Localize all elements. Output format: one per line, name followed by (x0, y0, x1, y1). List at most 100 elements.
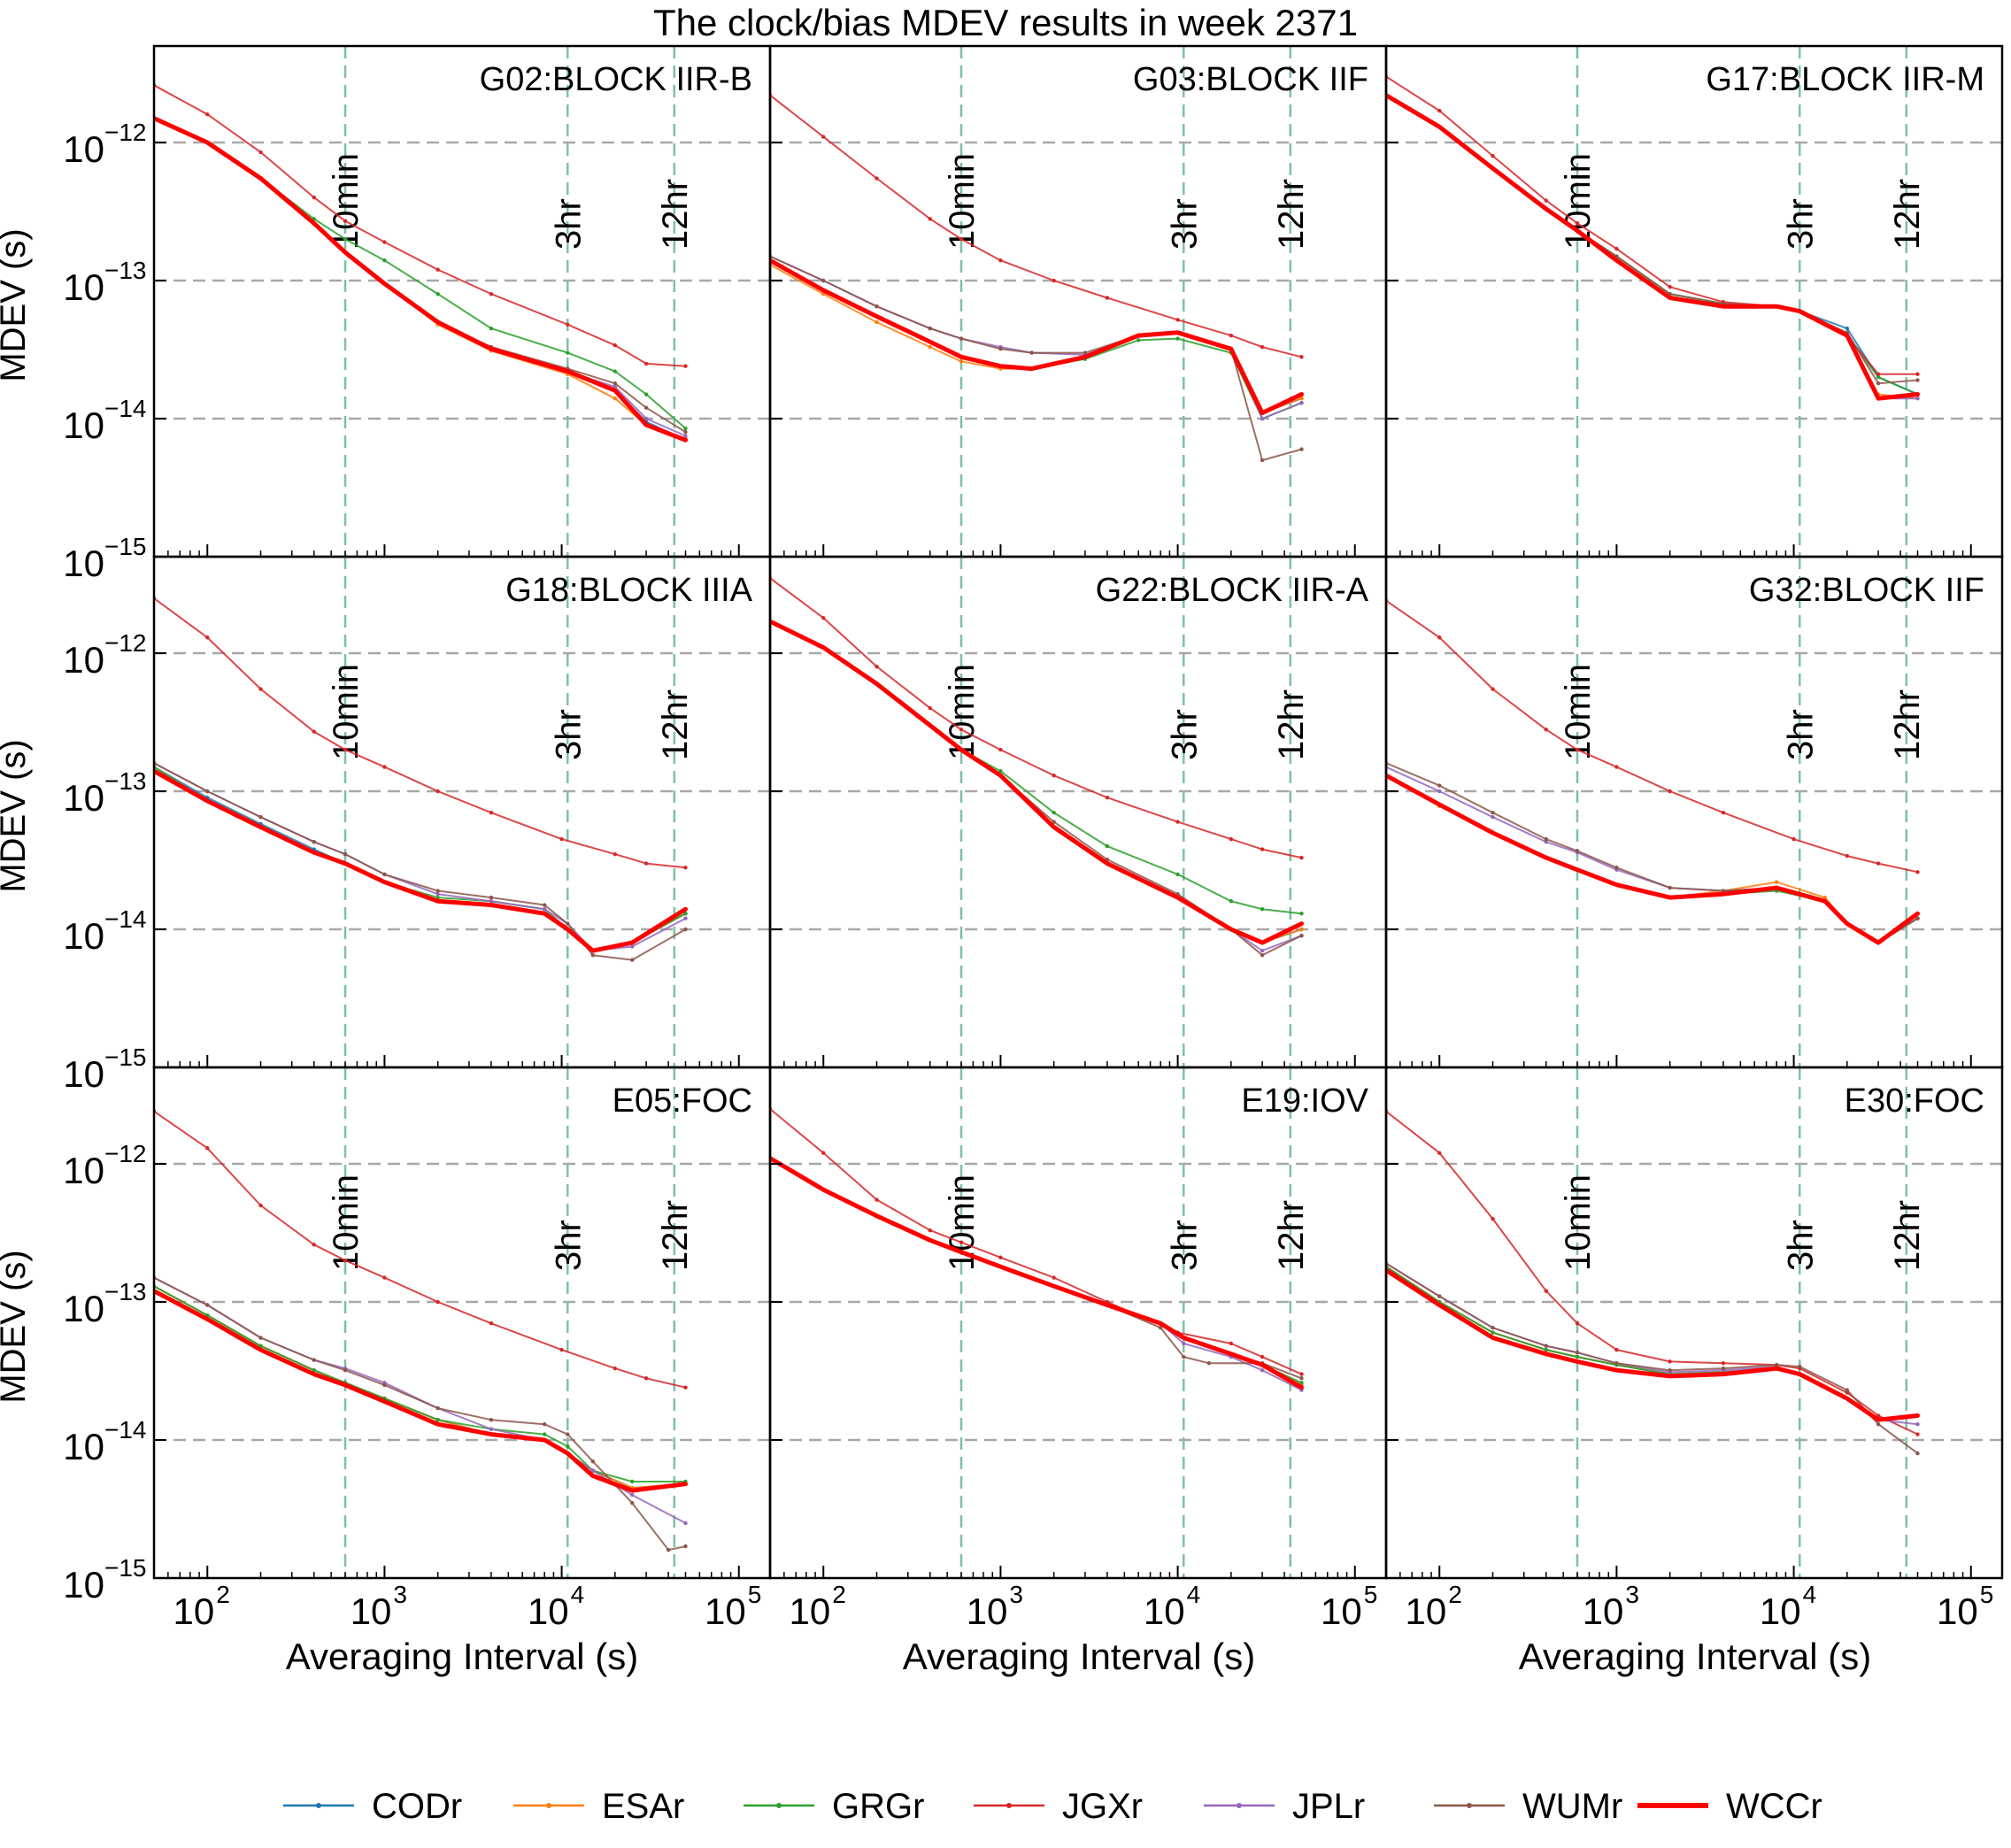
panel-frame (1384, 1066, 2004, 1580)
data-point (1260, 907, 1265, 912)
y-tick-exponent: −14 (104, 1416, 147, 1444)
series-line-esar (1386, 94, 1919, 400)
legend-item-esar: ESAr (513, 1787, 684, 1826)
y-tick-label: 10 (63, 1564, 104, 1605)
data-point (382, 1275, 387, 1280)
data-point (1260, 416, 1265, 421)
panel-frame (1384, 555, 2004, 1069)
series-line-wumr (770, 255, 1303, 461)
data-point (343, 219, 348, 223)
legend-label: WUMr (1522, 1787, 1622, 1826)
series-group (1386, 74, 1920, 401)
data-point (959, 1240, 964, 1244)
data-point (959, 336, 964, 341)
data-point (643, 392, 649, 397)
legend-item-wumr: WUMr (1434, 1787, 1622, 1826)
data-point (1721, 810, 1726, 815)
data-point (1260, 344, 1265, 350)
data-point (1876, 381, 1881, 386)
data-point (643, 361, 649, 366)
data-point (1229, 836, 1234, 842)
data-point (959, 236, 964, 242)
series-line-jgxr (154, 597, 687, 869)
series-group (154, 83, 688, 443)
y-tick-label: 10 (63, 1150, 104, 1191)
x-tick-exponent: 3 (1625, 1581, 1639, 1608)
x-tick-label: 10 (1937, 1590, 1978, 1632)
x-tick-label: 10 (351, 1590, 392, 1632)
reference-line-label: 10min (1559, 664, 1598, 760)
x-tick-exponent: 2 (1448, 1581, 1462, 1608)
data-point (959, 728, 964, 732)
data-point (1105, 296, 1110, 300)
reference-line-label: 12hr (656, 1200, 695, 1271)
data-point (1915, 372, 1920, 376)
x-tick-label: 10 (790, 1590, 831, 1632)
data-point (1845, 1388, 1850, 1392)
reference-line-label: 12hr (1888, 689, 1927, 760)
data-point (1299, 401, 1304, 405)
data-point (1299, 447, 1304, 451)
data-point (630, 1500, 635, 1505)
data-point (1876, 1422, 1881, 1427)
data-point (1182, 1341, 1186, 1346)
data-point (1915, 397, 1920, 401)
panel-title: G22:BLOCK IIR-A (1096, 572, 1369, 609)
legend-marker (1006, 1803, 1012, 1808)
data-point (998, 769, 1003, 774)
y-tick-exponent: −13 (104, 1278, 147, 1305)
data-point (1105, 843, 1110, 849)
data-point (1491, 1326, 1495, 1330)
series-line-wumr (770, 620, 1303, 957)
series-line-grgr (154, 117, 687, 429)
series-line-grgr (1386, 94, 1919, 396)
data-point (1575, 1321, 1580, 1326)
reference-line-label: 12hr (656, 179, 695, 250)
series-line-codr (154, 766, 687, 952)
data-point (1136, 338, 1141, 343)
data-point (643, 1376, 649, 1381)
legend-label: JPLr (1292, 1787, 1365, 1826)
series-line-wccr (1386, 773, 1920, 945)
series-line-wccr (154, 768, 688, 953)
reference-line-label: 10min (1559, 1174, 1598, 1271)
y-tick-exponent: −15 (104, 533, 147, 560)
data-point (643, 405, 649, 410)
panel-title: G18:BLOCK IIIA (505, 572, 752, 609)
y-tick-label: 10 (63, 128, 104, 170)
reference-line-label: 3hr (549, 198, 588, 250)
data-point (1822, 895, 1828, 900)
data-point (1668, 284, 1672, 289)
data-point (683, 1544, 688, 1549)
data-point (613, 343, 618, 348)
data-point (1052, 278, 1056, 283)
data-point (1575, 221, 1580, 226)
data-point (1206, 1361, 1212, 1366)
data-point (1915, 916, 1920, 920)
reference-line-label: 3hr (549, 1220, 588, 1271)
data-point (1299, 1376, 1304, 1381)
series-line-jplr (1386, 94, 1919, 400)
data-point (1544, 839, 1548, 844)
x-tick-label: 10 (967, 1590, 1008, 1632)
data-point (613, 1366, 618, 1371)
data-point (1260, 1368, 1265, 1373)
x-tick-label: 10 (705, 1590, 746, 1632)
panel-title: G32:BLOCK IIF (1749, 572, 1984, 609)
data-point (928, 326, 932, 331)
data-point (1229, 898, 1234, 904)
series-line-jgxr (154, 84, 687, 367)
y-tick-exponent: −12 (104, 629, 147, 657)
data-point (343, 1258, 348, 1263)
x-axis-label-col-3: Averaging Interval (s) (1519, 1636, 1871, 1677)
y-tick-label: 10 (63, 1426, 104, 1467)
y-tick-label: 10 (63, 1053, 104, 1095)
data-point (1614, 765, 1619, 769)
data-point (1437, 789, 1442, 794)
data-point (1299, 355, 1304, 359)
reference-line-label: 10min (327, 153, 366, 250)
data-point (928, 344, 932, 350)
series-line-grgr (154, 766, 687, 952)
reference-line-label: 12hr (1272, 179, 1311, 250)
